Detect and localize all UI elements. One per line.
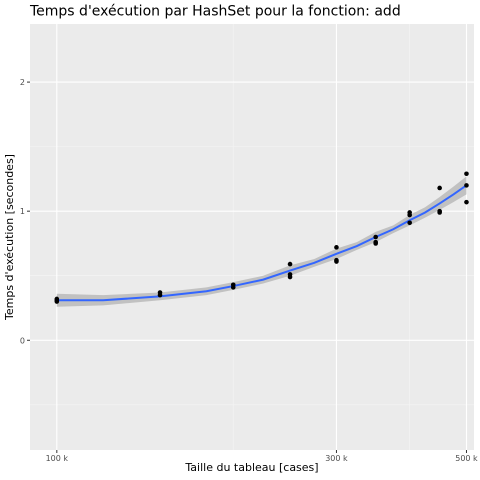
data-point	[334, 259, 339, 264]
data-point	[287, 274, 293, 280]
data-point	[54, 296, 60, 302]
y-tick-label: 2	[20, 78, 25, 87]
data-point	[464, 199, 469, 205]
data-point	[464, 183, 469, 188]
data-point	[157, 292, 163, 298]
axes-layer: 0 1 2 100 k 300 k 500 k	[20, 78, 478, 463]
data-point	[437, 210, 442, 215]
data-point	[437, 185, 442, 191]
chart-title: Temps d'exécution par HashSet pour la fo…	[29, 4, 401, 20]
data-point	[407, 212, 412, 218]
data-point	[287, 261, 293, 267]
data-point	[373, 234, 378, 240]
data-point	[230, 285, 236, 290]
x-axis-title: Taille du tableau [cases]	[184, 461, 318, 474]
x-tick-label: 100 k	[46, 454, 69, 463]
data-point	[334, 245, 339, 250]
y-tick-label: 0	[20, 336, 25, 345]
y-tick-label: 1	[20, 207, 25, 216]
data-point	[373, 241, 378, 246]
trend-line	[56, 184, 468, 302]
y-axis-title: Temps d'exécution [secondes]	[3, 154, 16, 321]
grid-layer	[30, 24, 474, 450]
points-layer	[54, 171, 469, 304]
x-tick-label: 500 k	[455, 454, 478, 463]
trend-line-layer	[56, 184, 468, 302]
data-point	[407, 220, 412, 226]
data-point	[464, 171, 469, 177]
x-tick-label: 300 k	[325, 454, 348, 463]
plot-panel	[30, 24, 474, 450]
